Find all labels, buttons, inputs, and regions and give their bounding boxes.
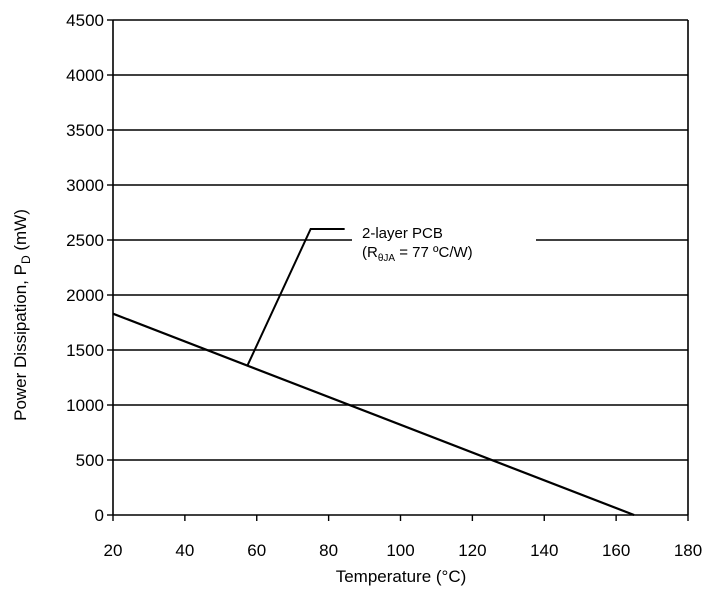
y-tick-label-4000: 4000 [66,66,104,85]
x-axis-label: Temperature (°C) [336,567,467,586]
annotation-label-mask [352,222,536,266]
annotation-pointer-line [246,228,345,366]
annotation-label-line1: 2-layer PCB [362,225,443,242]
y-tick-label-500: 500 [76,451,104,470]
y-tick-label-4500: 4500 [66,11,104,30]
y-axis-label-suffix: (mW) [11,209,30,255]
x-tick-label-180: 180 [674,541,702,560]
y-tick-label-2500: 2500 [66,231,104,250]
y-tick-label-3500: 3500 [66,121,104,140]
series-lines [112,312,635,517]
tick-labels: 0 500 1000 1500 2000 2500 3000 3500 4000 4500 20 40… [66,11,702,560]
annotation [246,222,536,366]
y-axis-label: Power Dissipation, PD (mW) [11,209,33,421]
series-line-0 [112,312,635,517]
x-tick-label-160: 160 [602,541,630,560]
x-tick-label-140: 140 [530,541,558,560]
x-tick-label-20: 20 [104,541,123,560]
y-tick-label-0: 0 [95,506,104,525]
y-tick-label-1500: 1500 [66,341,104,360]
annotation-label-line2-suffix: = 77 ºC/W) [395,244,473,261]
annotation-label-line2-subscript: θJA [378,253,396,264]
y-tick-label-3000: 3000 [66,176,104,195]
annotation-label-line2: (RθJA = 77 ºC/W) [362,244,473,264]
y-tick-label-1000: 1000 [66,396,104,415]
y-axis-label-prefix: Power Dissipation, P [11,264,30,421]
x-tick-label-40: 40 [175,541,194,560]
y-axis-label-subscript: D [19,255,33,264]
x-tick-label-80: 80 [319,541,338,560]
x-tick-label-60: 60 [247,541,266,560]
x-tick-label-100: 100 [386,541,414,560]
y-tick-label-2000: 2000 [66,286,104,305]
x-tick-label-120: 120 [458,541,486,560]
annotation-label-line2-prefix: (R [362,244,378,261]
